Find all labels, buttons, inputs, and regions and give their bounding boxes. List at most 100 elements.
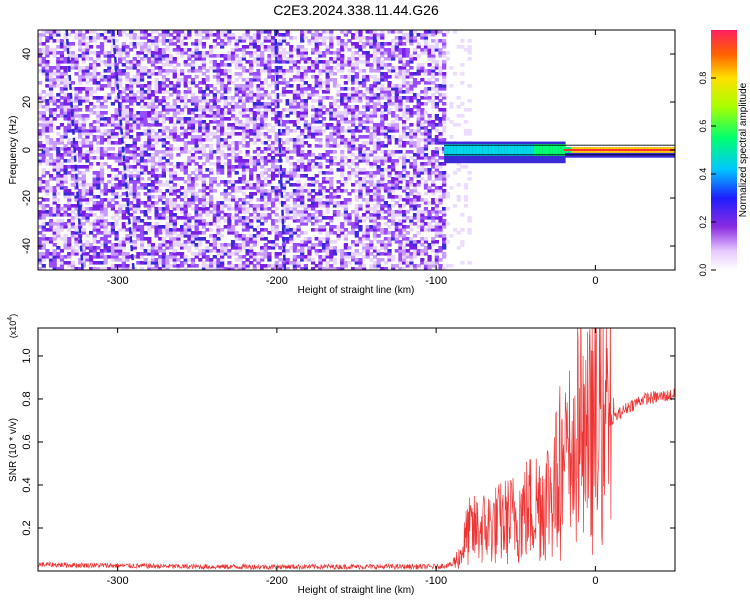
heatmap-cell bbox=[48, 87, 54, 91]
heatmap-cell bbox=[358, 225, 363, 229]
heatmap-cell bbox=[285, 51, 290, 55]
heatmap-cell bbox=[252, 192, 257, 196]
heatmap-cell bbox=[361, 75, 367, 79]
heatmap-cell bbox=[358, 117, 363, 121]
heatmap-cell bbox=[238, 219, 243, 223]
heatmap-cell bbox=[354, 30, 359, 34]
heatmap-cell bbox=[161, 138, 166, 142]
heatmap-cell bbox=[59, 105, 65, 109]
heatmap-cell bbox=[230, 57, 236, 61]
heatmap-cell bbox=[70, 267, 75, 270]
heatmap-cell bbox=[398, 90, 403, 94]
heatmap-cell bbox=[270, 162, 276, 166]
heatmap-cell bbox=[307, 129, 312, 133]
heatmap-cell bbox=[187, 246, 192, 250]
heatmap-cell bbox=[85, 105, 90, 109]
heatmap-cell bbox=[187, 186, 192, 190]
heatmap-cell bbox=[234, 213, 239, 217]
heatmap-cell bbox=[278, 252, 283, 256]
heatmap-cell bbox=[67, 228, 72, 232]
heatmap-cell bbox=[136, 177, 141, 181]
heatmap-cell bbox=[351, 63, 356, 67]
heatmap-cell bbox=[103, 228, 108, 232]
heatmap-cell bbox=[387, 153, 392, 157]
heatmap-cell bbox=[125, 51, 130, 55]
heatmap-cell bbox=[198, 156, 203, 160]
heatmap-cell bbox=[263, 114, 268, 118]
heatmap-cell bbox=[252, 204, 257, 208]
heatmap-cell bbox=[391, 66, 396, 70]
heatmap-cell bbox=[358, 207, 363, 211]
heatmap-cell bbox=[158, 180, 163, 184]
heatmap-cell bbox=[85, 129, 90, 133]
heatmap-cell bbox=[201, 144, 207, 148]
heatmap-cell bbox=[143, 141, 148, 145]
heatmap-cell bbox=[85, 138, 90, 142]
heatmap-cell bbox=[110, 45, 116, 49]
heatmap-cell bbox=[332, 195, 338, 199]
heatmap-cell bbox=[230, 33, 236, 37]
heatmap-cell bbox=[238, 123, 243, 127]
heatmap-cell bbox=[289, 99, 294, 103]
heatmap-cell bbox=[296, 264, 301, 268]
heatmap-cell bbox=[143, 213, 148, 217]
heatmap-cell bbox=[358, 123, 363, 127]
heatmap-cell bbox=[161, 99, 166, 103]
heatmap-cell bbox=[249, 186, 254, 190]
heatmap-cell bbox=[241, 237, 247, 241]
heatmap-cell bbox=[107, 189, 112, 193]
heatmap-cell bbox=[114, 174, 119, 178]
heatmap-cell bbox=[321, 243, 327, 247]
heatmap-cell bbox=[387, 219, 392, 223]
heatmap-cell bbox=[150, 186, 156, 190]
heatmap-cell bbox=[139, 120, 145, 124]
heatmap-cell bbox=[267, 75, 272, 79]
heatmap-cell bbox=[347, 129, 352, 133]
heatmap-cell bbox=[165, 255, 170, 259]
heatmap-cell bbox=[118, 69, 123, 73]
heatmap-cell bbox=[52, 117, 57, 121]
heatmap-cell bbox=[372, 111, 378, 115]
heatmap-cell bbox=[48, 252, 54, 256]
heatmap-cell bbox=[52, 264, 57, 268]
heatmap-cell bbox=[154, 177, 159, 181]
heatmap-cell bbox=[321, 63, 327, 67]
heatmap-cell bbox=[194, 204, 199, 208]
heatmap-cell bbox=[129, 102, 134, 106]
heatmap-cell bbox=[394, 183, 399, 187]
heatmap-cell bbox=[241, 45, 247, 49]
heatmap-cell bbox=[172, 36, 177, 40]
heatmap-cell bbox=[376, 141, 381, 145]
heatmap-cell bbox=[216, 261, 221, 265]
heatmap-cell bbox=[325, 240, 330, 244]
heatmap-cell bbox=[161, 54, 166, 58]
heatmap-cell bbox=[176, 48, 181, 52]
heatmap-cell bbox=[201, 198, 207, 202]
heatmap-cell bbox=[318, 33, 323, 37]
heatmap-cell bbox=[311, 201, 316, 205]
heatmap-cell bbox=[92, 237, 97, 241]
heatmap-cell bbox=[154, 264, 159, 268]
heatmap-cell bbox=[110, 129, 116, 133]
heatmap-cell bbox=[41, 42, 46, 46]
heatmap-cell bbox=[380, 45, 385, 49]
heatmap-cell bbox=[398, 240, 403, 244]
heatmap-cell bbox=[139, 30, 145, 34]
heatmap-cell bbox=[110, 183, 116, 187]
heatmap-cell bbox=[147, 39, 152, 43]
heatmap-cell bbox=[249, 246, 254, 250]
heatmap-cell bbox=[307, 237, 312, 241]
heatmap-cell bbox=[318, 249, 323, 253]
heatmap-cell bbox=[252, 42, 257, 46]
heatmap-cell bbox=[121, 264, 126, 268]
heatmap-cell bbox=[74, 114, 79, 118]
heatmap-cell bbox=[41, 207, 46, 211]
heatmap-cell bbox=[132, 222, 137, 226]
heatmap-cell bbox=[307, 216, 312, 220]
heatmap-cell bbox=[256, 198, 261, 202]
heatmap-cell bbox=[289, 60, 294, 64]
heatmap-cell bbox=[92, 186, 97, 190]
heatmap-cell bbox=[376, 210, 381, 214]
heatmap-cell bbox=[48, 225, 54, 229]
heatmap-cell bbox=[48, 69, 54, 73]
